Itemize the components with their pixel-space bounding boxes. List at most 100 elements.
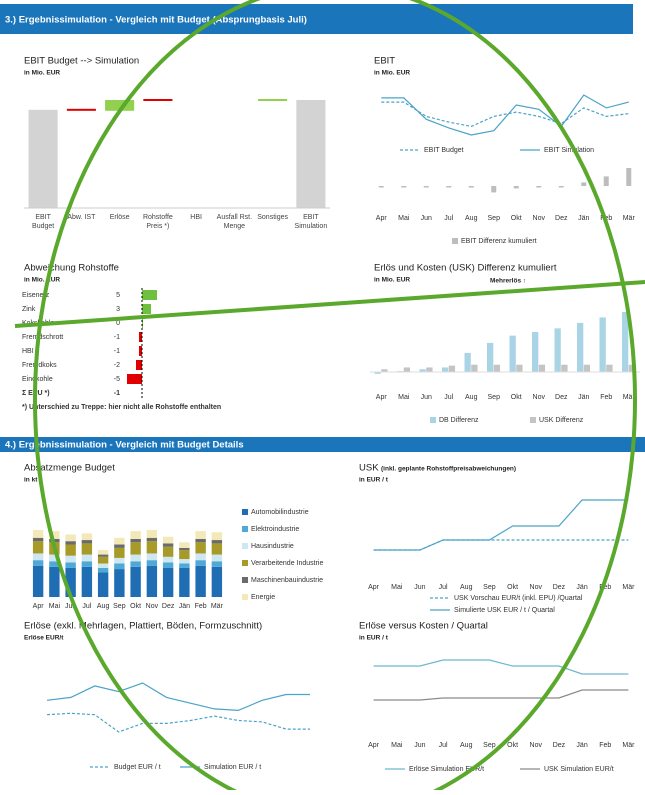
bar <box>130 561 141 567</box>
bar <box>139 332 142 342</box>
line <box>46 712 310 733</box>
x-tick-label: Feb <box>600 394 612 401</box>
bar <box>114 547 125 558</box>
line <box>381 94 629 136</box>
bar <box>403 367 411 372</box>
bar <box>493 364 501 372</box>
bar <box>32 565 44 597</box>
x-tick-label: EBIT Simulation <box>294 214 328 230</box>
bar <box>97 556 109 564</box>
bar <box>561 364 568 372</box>
bar <box>142 304 151 314</box>
x-tick-label: HBI <box>190 214 202 221</box>
legend-label: Budget EUR / t <box>114 764 161 771</box>
bar <box>195 531 206 539</box>
row-label: Eisenerz <box>22 292 50 299</box>
x-tick-label: Jul <box>439 584 448 591</box>
bar <box>468 186 474 188</box>
bar <box>179 559 190 564</box>
bar <box>97 563 109 568</box>
bar <box>65 534 76 542</box>
bar <box>114 563 125 570</box>
bar <box>130 531 141 539</box>
x-tick-label: Nov <box>530 584 543 591</box>
legend-swatch <box>430 417 436 423</box>
x-tick-label: Dez <box>162 603 175 610</box>
bar <box>49 554 60 562</box>
x-tick-label: Jul <box>444 394 453 401</box>
section-title: 4.) Ergebnissimulation - Vergleich mit B… <box>5 440 244 451</box>
bar <box>446 186 452 188</box>
chart-subtitle: in Mio. EUR <box>24 277 60 284</box>
x-tick-label: Mai <box>391 584 403 591</box>
bar <box>538 364 546 372</box>
x-tick-label: Okt <box>507 584 518 591</box>
x-tick-label: Mai <box>398 394 410 401</box>
x-tick-label: Nov <box>530 742 543 749</box>
bar <box>195 565 206 597</box>
legend-label: Verarbeitende Industrie <box>251 560 323 567</box>
bar <box>622 312 629 372</box>
bar <box>374 372 381 374</box>
x-tick-label: Aug <box>465 215 478 222</box>
bar <box>211 566 223 597</box>
x-tick-label: Ausfall Rst. Menge <box>216 214 253 230</box>
bar <box>162 546 174 557</box>
bar <box>97 572 109 597</box>
bar <box>127 374 142 384</box>
legend-label: USK Vorschau EUR/t (inkl. EPU) /Quartal <box>454 595 583 602</box>
x-tick-label: Feb <box>599 742 611 749</box>
bar <box>577 322 584 372</box>
x-tick-label: Jul <box>439 742 448 749</box>
value-label: -1 <box>114 334 120 341</box>
x-tick-label: Sep <box>483 584 496 591</box>
x-tick-label: Mai <box>49 603 61 610</box>
bar <box>114 557 125 564</box>
chart-title: Absatzmenge Budget <box>24 463 115 474</box>
bar <box>130 566 141 597</box>
x-tick-label: Sonstiges <box>257 214 288 221</box>
x-tick-label: Aug <box>465 394 478 401</box>
x-tick-label: Mär <box>623 215 636 222</box>
line <box>373 499 629 551</box>
bar <box>105 100 135 111</box>
legend-label: Elektroindustrie <box>251 526 299 533</box>
bar <box>162 562 174 568</box>
x-tick-label: Erlöse <box>110 214 130 221</box>
bar <box>195 538 206 543</box>
x-tick-label: Mär <box>622 742 635 749</box>
x-tick-label: Apr <box>376 394 388 401</box>
bar <box>381 369 388 372</box>
bar <box>211 543 223 555</box>
chart-subtitle: in Mio. EUR <box>374 277 410 284</box>
bar <box>32 537 44 542</box>
x-tick-label: Apr <box>376 215 388 222</box>
value-label: 5 <box>116 292 120 299</box>
section-bar <box>0 4 633 34</box>
bar <box>146 565 158 597</box>
line <box>373 539 629 551</box>
chart-subtitle: in Mio. EUR <box>374 70 410 77</box>
value-label: -1 <box>114 390 120 397</box>
x-tick-label: HBI <box>190 214 202 221</box>
legend-label: EBIT Budget <box>424 147 464 154</box>
bar <box>97 554 109 557</box>
bar <box>143 99 173 101</box>
bar <box>195 542 206 554</box>
legend-label: DB Differenz <box>439 417 479 424</box>
legend-swatch <box>242 526 248 532</box>
section-title: 3.) Ergebnissimulation - Vergleich mit B… <box>5 15 307 26</box>
bar <box>296 100 326 208</box>
bar <box>162 556 174 563</box>
x-tick-label: Apr <box>33 603 45 610</box>
bar <box>442 367 449 372</box>
bar <box>130 554 141 562</box>
value-label: 3 <box>116 306 120 313</box>
bar <box>162 536 174 544</box>
bar <box>464 352 471 372</box>
bar <box>139 346 142 356</box>
x-tick-label: Aug <box>460 584 473 591</box>
bar <box>211 554 223 562</box>
bar <box>581 182 587 186</box>
bar <box>211 540 223 544</box>
